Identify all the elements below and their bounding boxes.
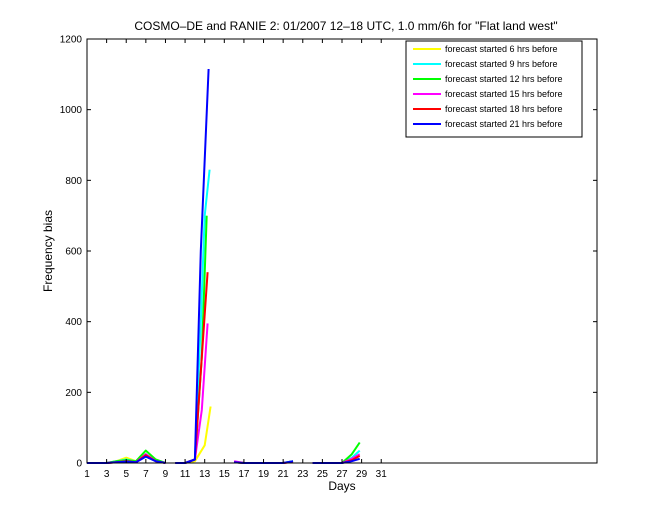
x-tick-label: 5 xyxy=(123,469,129,480)
x-tick-label: 15 xyxy=(219,469,231,480)
legend-label: forecast started 6 hrs before xyxy=(445,44,558,54)
y-tick-label: 800 xyxy=(65,176,82,187)
legend-label: forecast started 15 hrs before xyxy=(445,89,563,99)
legend-label: forecast started 21 hrs before xyxy=(445,119,563,129)
y-tick-label: 1000 xyxy=(60,105,83,116)
x-tick-label: 23 xyxy=(297,469,309,480)
chart-title: COSMO–DE and RANIE 2: 01/2007 12–18 UTC,… xyxy=(134,19,557,33)
legend-item: forecast started 12 hrs before xyxy=(413,74,563,84)
x-tick-label: 25 xyxy=(317,469,329,480)
y-axis-label: Frequency bias xyxy=(41,210,55,292)
x-tick-label: 19 xyxy=(258,469,270,480)
x-tick-label: 7 xyxy=(143,469,149,480)
x-tick-label: 17 xyxy=(238,469,250,480)
legend-label: forecast started 18 hrs before xyxy=(445,104,563,114)
y-tick-label: 600 xyxy=(65,247,82,258)
legend-item: forecast started 6 hrs before xyxy=(413,44,558,54)
legend-item: forecast started 18 hrs before xyxy=(413,104,563,114)
y-tick-label: 400 xyxy=(65,317,82,328)
legend-item: forecast started 9 hrs before xyxy=(413,59,558,69)
y-tick-label: 200 xyxy=(65,388,82,399)
x-tick-label: 21 xyxy=(278,469,290,480)
x-axis-label: Days xyxy=(328,479,355,493)
axis-ticks: 1 3 5 7 9 11 13 15 17 19 21 23 25 27 29 310200400600800… xyxy=(60,35,597,480)
x-tick-label: 27 xyxy=(336,469,348,480)
legend-box xyxy=(405,40,583,138)
x-tick-label: 3 xyxy=(104,469,110,480)
legend: forecast started 6 hrs before forecast st… xyxy=(405,40,583,138)
x-tick-label: 31 xyxy=(376,469,388,480)
x-tick-label: 13 xyxy=(199,469,211,480)
x-tick-label: 11 xyxy=(180,469,191,480)
legend-item: forecast started 15 hrs before xyxy=(413,89,563,99)
y-tick-label: 1200 xyxy=(60,35,83,46)
x-tick-label: 1 xyxy=(84,469,90,480)
legend-label: forecast started 9 hrs before xyxy=(445,59,558,69)
x-tick-label: 29 xyxy=(356,469,368,480)
legend-item: forecast started 21 hrs before xyxy=(413,119,563,129)
legend-label: forecast started 12 hrs before xyxy=(445,74,563,84)
y-tick-label: 0 xyxy=(76,459,82,470)
x-tick-label: 9 xyxy=(163,469,169,480)
